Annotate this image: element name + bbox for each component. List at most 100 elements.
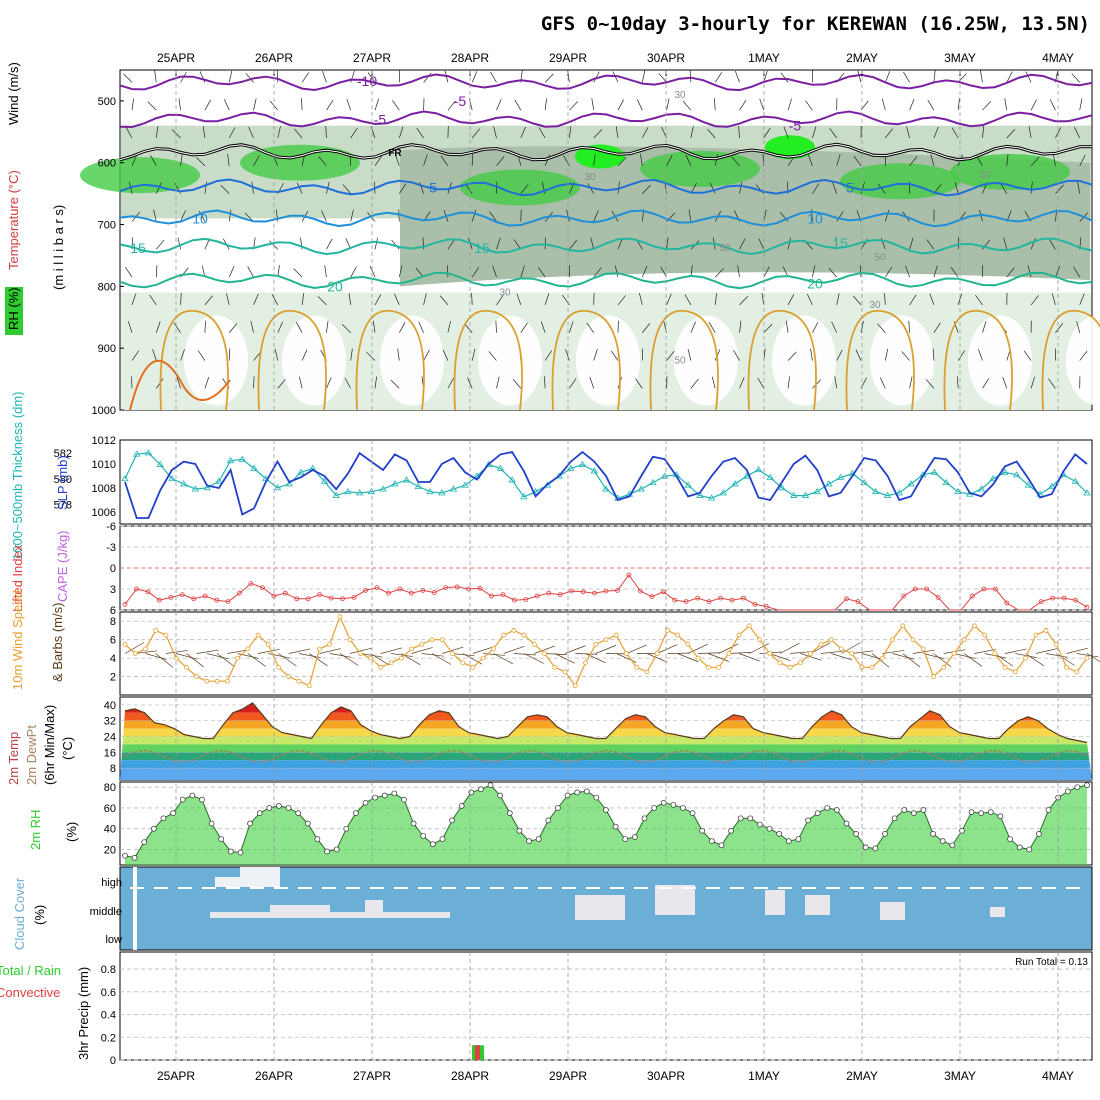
upper-barb [423, 154, 428, 166]
upper-barb [147, 101, 157, 111]
dewpoint-line [124, 749, 1088, 763]
rh-points [122, 782, 1090, 861]
wind-speed-point [132, 651, 138, 656]
rh-point [834, 807, 840, 813]
high-cloud-trace [322, 887, 336, 889]
wind-speed-point [122, 641, 128, 647]
wind-speed-point [184, 664, 189, 670]
upper-barb [1030, 238, 1036, 250]
upper-barb [593, 349, 598, 361]
rh-point [1045, 807, 1052, 813]
wind-speed-point [204, 678, 210, 684]
lifted-index-point [443, 585, 449, 590]
upper-barb [639, 293, 643, 305]
upper-barb [739, 181, 743, 194]
upper-barb [296, 182, 303, 194]
rh-unit-label: (%) [64, 822, 79, 842]
high-cloud-trace [658, 887, 672, 889]
upper-barb [374, 294, 382, 306]
upper-barb [807, 154, 813, 166]
upper-barb [180, 153, 183, 166]
upper-barb [350, 348, 353, 361]
upper-barb [1049, 99, 1056, 111]
slp-tick-label: 1006 [92, 507, 116, 519]
upper-barb [228, 323, 238, 333]
lifted-index-point [156, 597, 162, 603]
upper-barb [812, 321, 819, 333]
thickness-point [766, 473, 774, 480]
lifted-index-point [752, 602, 758, 607]
high-cloud-trace [178, 887, 192, 889]
rh-point [699, 827, 706, 834]
lifted-index-point [592, 590, 597, 596]
upper-barb [326, 320, 329, 333]
upper-barb [569, 101, 578, 111]
thickness-point [226, 456, 235, 464]
surface-barb [800, 653, 822, 661]
wind-speed-point [869, 664, 875, 670]
upper-barb [780, 72, 789, 83]
lifted-index-point [637, 588, 643, 594]
contour-label: -5 [374, 111, 387, 127]
rh-point [535, 836, 542, 842]
wind-speed-point [521, 632, 527, 638]
precip-unit-label: 3hr Precip (mm) [76, 967, 91, 1060]
thickness-point [942, 478, 950, 486]
upper-barb [617, 238, 624, 250]
surface-barb [769, 653, 791, 661]
upper-barb [326, 377, 332, 389]
upper-barb [829, 128, 837, 139]
upper-barb [544, 293, 550, 306]
upper-barb [666, 98, 670, 111]
surface-temp-contour [355, 309, 425, 411]
upper-barb [277, 126, 281, 139]
upper-barb [593, 267, 602, 278]
wind-y-title: 10m Wind Speed & Barbs (m/s) [10, 590, 65, 690]
rh-point [1026, 846, 1033, 853]
millibars-label: (m i l l i b a r s) [51, 205, 66, 290]
thickness-point [696, 491, 704, 498]
wind-speed-point [583, 660, 588, 666]
high-cloud-trace [562, 887, 576, 889]
rh-point [276, 803, 282, 809]
surface-barb [452, 653, 475, 657]
upper-barb [785, 320, 789, 333]
upper-barb [496, 376, 500, 389]
rh-y-title: 2m RH (%) [28, 810, 79, 850]
surface-barb [871, 653, 890, 668]
thickness-point [402, 476, 411, 483]
upper-barb [927, 99, 935, 111]
rh-tick-label: 40 [104, 824, 116, 836]
rh-panel: 80 60 40 20 2m RH (%) [28, 781, 1093, 866]
cape-y-title: Lifted Index CAPE (J/kg) [10, 530, 70, 612]
upper-barb [447, 320, 451, 333]
rh-contour-label: 30 [584, 172, 596, 183]
wind-speed-points [122, 614, 1090, 689]
rh-point [401, 796, 407, 803]
rh-point [910, 810, 917, 816]
rh-point [218, 836, 225, 842]
lifted-index-point [534, 593, 540, 599]
thickness-point [355, 489, 364, 496]
upper-barb [930, 154, 935, 166]
high-cloud-trace [154, 887, 168, 889]
lifted-index-point [408, 590, 414, 596]
wind-speed-point [245, 646, 251, 652]
upper-barb [1030, 156, 1040, 167]
wind-tick-label: 4 [110, 653, 116, 665]
thickness-point [602, 485, 610, 492]
lifted-index-point [260, 585, 265, 590]
surface-barb [339, 653, 359, 666]
rh-point [295, 810, 302, 816]
run-total: Run Total = 0.13 [1015, 957, 1088, 968]
rh-point [651, 805, 657, 811]
wind-speed-point [716, 664, 721, 670]
rh-point [151, 825, 157, 832]
upper-barb [879, 377, 886, 389]
precip-frame [119, 951, 1093, 1061]
surface-barb [718, 643, 739, 654]
thickness-point [520, 493, 528, 500]
lifted-index-point [511, 597, 517, 603]
wind-speed-point [1053, 641, 1059, 647]
upper-barb [367, 72, 376, 83]
